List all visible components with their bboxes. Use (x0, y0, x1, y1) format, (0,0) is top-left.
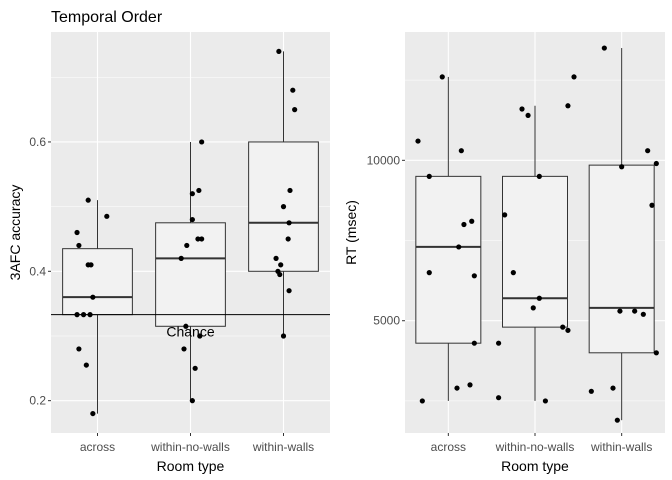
x-tick-label: within-no-walls (495, 440, 575, 454)
x-tick-label: across (80, 440, 115, 454)
box-iqr (588, 164, 655, 354)
box-iqr (415, 175, 482, 344)
y-tick-label: 0.2 (29, 394, 46, 408)
data-point (456, 244, 462, 250)
data-point (280, 333, 287, 339)
data-point (565, 103, 571, 109)
data-point (617, 308, 623, 314)
data-point (601, 45, 607, 51)
x-tick-label: across (431, 440, 466, 454)
data-point (76, 346, 82, 352)
data-point (83, 362, 89, 368)
y-axis-title: RT (msec) (343, 200, 359, 265)
data-point (426, 173, 432, 179)
data-point (419, 398, 425, 404)
data-point (461, 221, 467, 228)
data-point (415, 138, 421, 144)
data-point (530, 305, 536, 311)
data-point (195, 236, 201, 242)
data-point (571, 74, 577, 80)
data-point (181, 346, 187, 352)
data-point (285, 236, 291, 242)
x-axis-title: Room type (501, 458, 569, 474)
data-point (76, 242, 82, 249)
data-point (196, 187, 202, 194)
data-point (565, 327, 571, 333)
data-point (189, 398, 195, 404)
box-iqr (502, 175, 568, 328)
data-point (519, 106, 525, 112)
data-point (510, 270, 516, 276)
data-point (502, 212, 508, 218)
data-point (277, 271, 283, 278)
data-point (183, 323, 189, 329)
data-point (632, 308, 638, 314)
data-point (197, 333, 203, 339)
data-point (278, 262, 284, 268)
data-point (649, 202, 655, 208)
data-point (290, 87, 296, 93)
data-point (178, 255, 184, 261)
data-point (74, 229, 80, 236)
data-point (645, 148, 651, 154)
data-point (184, 242, 190, 249)
data-point (199, 139, 205, 145)
data-point (426, 270, 432, 276)
data-point (610, 385, 616, 391)
data-point (496, 340, 502, 346)
chart-panel-accuracy: 0.2 0.4 0.6 across within-no-walls within-wal… (7, 9, 330, 474)
data-point (536, 173, 542, 179)
data-point (653, 160, 659, 167)
data-point (467, 382, 473, 388)
x-tick-label: within-no-walls (150, 440, 230, 454)
chance-label: Chance (166, 324, 214, 340)
data-point (525, 112, 531, 119)
y-tick-label: 0.6 (29, 135, 46, 149)
box-iqr (62, 248, 133, 316)
data-point (286, 220, 292, 226)
data-point (614, 417, 620, 423)
data-point (640, 311, 646, 317)
x-axis-title: Room type (157, 458, 225, 474)
data-point (292, 107, 298, 113)
data-point (280, 204, 287, 210)
y-tick-label: 0.4 (29, 264, 46, 278)
data-point (496, 395, 502, 401)
data-point (542, 398, 549, 404)
data-point (560, 324, 566, 330)
data-point (454, 385, 460, 391)
data-point (439, 74, 445, 80)
data-point (189, 191, 195, 197)
data-point (90, 410, 96, 417)
x-tick-label: within-walls (590, 440, 652, 454)
data-point (588, 388, 594, 394)
data-point (469, 218, 475, 224)
data-point (104, 213, 110, 219)
plot-title: Temporal Order (51, 9, 163, 26)
data-point (273, 255, 279, 261)
data-point (90, 294, 96, 300)
data-point (88, 262, 94, 268)
data-point (458, 148, 464, 154)
data-point (653, 350, 659, 356)
x-tick-label: within-walls (252, 440, 314, 454)
data-point (189, 216, 195, 223)
y-axis-title: 3AFC accuracy (7, 185, 23, 281)
box-iqr (155, 222, 226, 327)
y-tick-label: 5000 (373, 314, 400, 328)
data-point (287, 187, 293, 194)
data-point (471, 340, 477, 346)
data-point (276, 48, 282, 55)
data-point (286, 288, 292, 294)
data-point (199, 236, 205, 242)
data-point (619, 164, 625, 170)
chart-panel-rt: 5000 10000 across within-no-walls within-wal… (343, 32, 665, 474)
y-tick-label: 10000 (367, 153, 401, 167)
data-point (85, 197, 91, 203)
data-point (192, 365, 198, 371)
data-point (471, 273, 477, 279)
data-point (536, 295, 542, 301)
